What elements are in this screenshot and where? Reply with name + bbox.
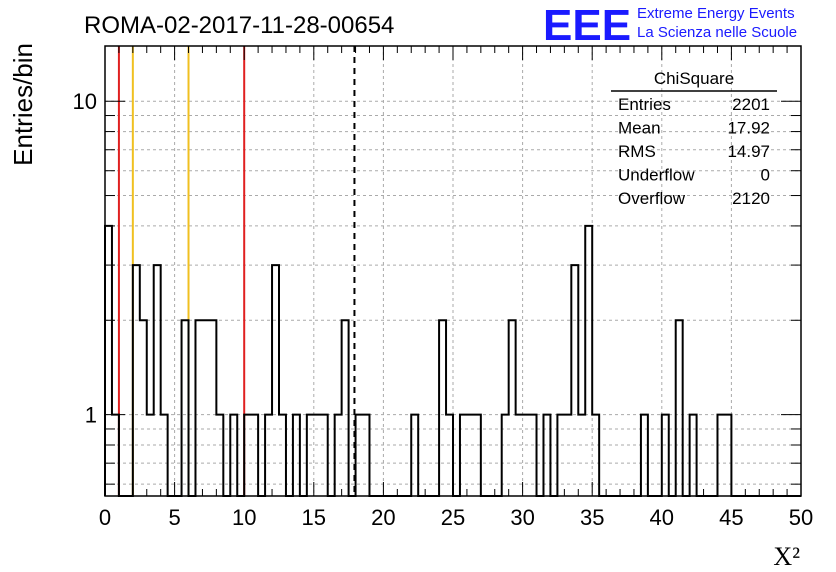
x-tick-label: 5	[168, 505, 180, 530]
x-tick-label: 35	[580, 505, 604, 530]
stats-label: RMS	[618, 142, 656, 161]
stats-box: ChiSquare Entries 2201 Mean 17.92 RMS 14.97 Un…	[611, 69, 777, 208]
tick-labels: 0 5 10 15 20 25 30 35 40 45 50 1 10	[73, 89, 814, 530]
y-axis-label: Entries/bin	[8, 43, 38, 166]
y-tick-label: 1	[85, 403, 97, 428]
axis-ticks	[104, 46, 802, 496]
x-tick-label: 20	[371, 505, 395, 530]
stats-label: Underflow	[618, 166, 695, 185]
x-axis-label: X²	[773, 542, 800, 571]
x-tick-label: 10	[232, 505, 256, 530]
x-tick-label: 0	[99, 505, 111, 530]
x-tick-label: 50	[789, 505, 813, 530]
x-tick-label: 25	[441, 505, 465, 530]
logo-line-1: Extreme Energy Events	[637, 5, 795, 22]
stats-value: 0	[761, 166, 770, 185]
stats-value: 2201	[732, 95, 770, 114]
stats-label: Entries	[618, 95, 671, 114]
stats-value: 17.92	[727, 119, 770, 138]
x-tick-label: 45	[719, 505, 743, 530]
stats-label: Overflow	[618, 189, 686, 208]
x-tick-label: 30	[510, 505, 534, 530]
x-tick-label: 40	[650, 505, 674, 530]
x-tick-label: 15	[302, 505, 326, 530]
chart-title: ROMA-02-2017-11-28-00654	[84, 12, 394, 39]
stats-value: 2120	[732, 189, 770, 208]
stats-title: ChiSquare	[654, 69, 734, 88]
eee-logo: EEE	[543, 1, 631, 50]
logo-line-2: La Scienza nelle Scuole	[637, 24, 797, 41]
y-tick-label: 10	[73, 89, 97, 114]
stats-value: 14.97	[727, 142, 770, 161]
stats-label: Mean	[618, 119, 661, 138]
